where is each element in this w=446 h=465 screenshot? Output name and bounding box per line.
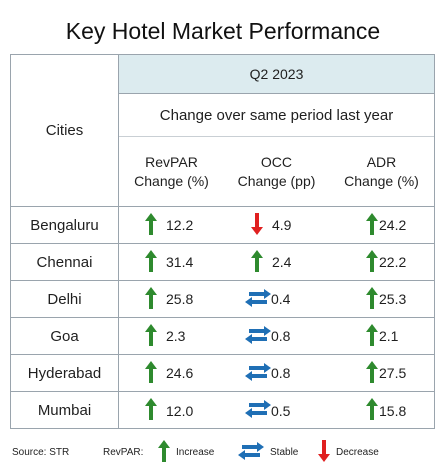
occ-header-line2: Change (pp) bbox=[237, 172, 316, 189]
revpar-cell: 25.8 bbox=[145, 281, 193, 317]
revpar-value: 24.6 bbox=[166, 365, 194, 381]
revpar-value: 25.8 bbox=[166, 291, 194, 307]
table-row: Hyderabad 24.6 0.8 27.5 bbox=[11, 355, 434, 392]
increase-arrow-icon bbox=[145, 212, 157, 238]
revpar-value: 12.0 bbox=[166, 402, 194, 419]
increase-arrow-icon bbox=[158, 439, 170, 465]
adr-cell: 22.2 bbox=[366, 244, 406, 280]
stable-arrows-icon bbox=[245, 325, 271, 347]
legend: Source: STR RevPAR: Increase Stable Decr… bbox=[10, 439, 440, 465]
legend-revpar-label: RevPAR: bbox=[103, 446, 144, 458]
city-name: Chennai bbox=[11, 244, 119, 280]
increase-arrow-icon bbox=[145, 249, 157, 275]
increase-arrow-icon bbox=[366, 212, 378, 238]
revpar-value: 12.2 bbox=[166, 217, 194, 233]
adr-value: 25.3 bbox=[379, 291, 407, 307]
increase-arrow-icon bbox=[366, 286, 378, 312]
occ-value: 2.4 bbox=[272, 254, 292, 270]
occ-cell: 4.9 bbox=[251, 207, 291, 243]
increase-arrow-icon bbox=[145, 323, 157, 349]
change-header: Change over same period last year bbox=[119, 94, 434, 137]
stable-arrows-icon bbox=[245, 400, 271, 421]
adr-cell: 2.1 bbox=[366, 318, 398, 354]
adr-value: 2.1 bbox=[379, 328, 399, 344]
stable-arrows-icon bbox=[245, 288, 271, 310]
revpar-header-line1: RevPAR bbox=[145, 153, 198, 170]
revpar-cell: 12.0 bbox=[145, 392, 193, 429]
adr-header-line2: Change (%) bbox=[344, 172, 419, 189]
occ-header-line1: OCC bbox=[260, 153, 293, 170]
table-body: Bengaluru 12.2 4.9 24.2 Chennai 31.4 2.4 22.2 De… bbox=[11, 207, 434, 429]
revpar-cell: 31.4 bbox=[145, 244, 193, 280]
revpar-cell: 2.3 bbox=[145, 318, 185, 354]
decrease-arrow-icon bbox=[251, 212, 263, 238]
table-row: Chennai 31.4 2.4 22.2 bbox=[11, 244, 434, 281]
revpar-header-line2: Change (%) bbox=[134, 172, 209, 189]
adr-cell: 25.3 bbox=[366, 281, 406, 317]
legend-decrease-label: Decrease bbox=[336, 446, 379, 458]
increase-arrow-icon bbox=[366, 249, 378, 275]
occ-value: 0.4 bbox=[271, 291, 291, 307]
occ-value: 0.8 bbox=[271, 365, 291, 381]
revpar-cell: 24.6 bbox=[145, 355, 193, 391]
legend-increase: Increase bbox=[158, 439, 214, 465]
performance-table: Cities Q2 2023 Change over same period l… bbox=[10, 54, 435, 429]
occ-cell: 2.4 bbox=[251, 244, 291, 280]
increase-arrow-icon bbox=[366, 398, 378, 423]
increase-arrow-icon bbox=[251, 249, 263, 275]
increase-arrow-icon bbox=[145, 398, 157, 423]
cities-header: Cities bbox=[11, 55, 119, 207]
adr-column-header: ADR Change (%) bbox=[329, 137, 434, 207]
legend-decrease: Decrease bbox=[318, 439, 379, 465]
period-header: Q2 2023 bbox=[119, 55, 434, 94]
occ-cell: 0.4 bbox=[245, 281, 290, 317]
legend-stable-label: Stable bbox=[270, 446, 299, 458]
table-row: Bengaluru 12.2 4.9 24.2 bbox=[11, 207, 434, 244]
stable-arrows-icon bbox=[245, 362, 271, 384]
adr-value: 24.2 bbox=[379, 217, 407, 233]
increase-arrow-icon bbox=[366, 360, 378, 386]
city-name: Mumbai bbox=[11, 392, 119, 429]
occ-cell: 0.5 bbox=[245, 392, 290, 429]
adr-header-line1: ADR bbox=[366, 153, 397, 170]
occ-value: 0.5 bbox=[271, 402, 291, 419]
stable-arrows-icon bbox=[238, 441, 264, 463]
legend-source: Source: STR bbox=[12, 446, 70, 458]
adr-cell: 24.2 bbox=[366, 207, 406, 243]
legend-stable: Stable bbox=[238, 439, 298, 465]
table-row: Delhi 25.8 0.4 25.3 bbox=[11, 281, 434, 318]
city-name: Hyderabad bbox=[11, 355, 119, 391]
table-row: Mumbai 12.0 0.5 15.8 bbox=[11, 392, 434, 429]
city-name: Bengaluru bbox=[11, 207, 119, 243]
page-title: Key Hotel Market Performance bbox=[65, 18, 381, 44]
increase-arrow-icon bbox=[366, 323, 378, 349]
table-row: Goa 2.3 0.8 2.1 bbox=[11, 318, 434, 355]
revpar-cell: 12.2 bbox=[145, 207, 193, 243]
decrease-arrow-icon bbox=[318, 439, 330, 465]
adr-cell: 27.5 bbox=[366, 355, 406, 391]
adr-value: 27.5 bbox=[379, 365, 407, 381]
adr-value: 22.2 bbox=[379, 254, 407, 270]
revpar-column-header: RevPAR Change (%) bbox=[119, 137, 224, 207]
occ-value: 0.8 bbox=[271, 328, 291, 344]
city-name: Delhi bbox=[11, 281, 119, 317]
increase-arrow-icon bbox=[145, 360, 157, 386]
occ-column-header: OCC Change (pp) bbox=[224, 137, 329, 207]
adr-value: 15.8 bbox=[379, 402, 407, 419]
city-name: Goa bbox=[11, 318, 119, 354]
revpar-value: 2.3 bbox=[166, 328, 186, 344]
occ-value: 4.9 bbox=[272, 217, 292, 233]
adr-cell: 15.8 bbox=[366, 392, 406, 429]
occ-cell: 0.8 bbox=[245, 318, 290, 354]
occ-cell: 0.8 bbox=[245, 355, 290, 391]
legend-increase-label: Increase bbox=[176, 446, 215, 458]
revpar-value: 31.4 bbox=[166, 254, 194, 270]
increase-arrow-icon bbox=[145, 286, 157, 312]
